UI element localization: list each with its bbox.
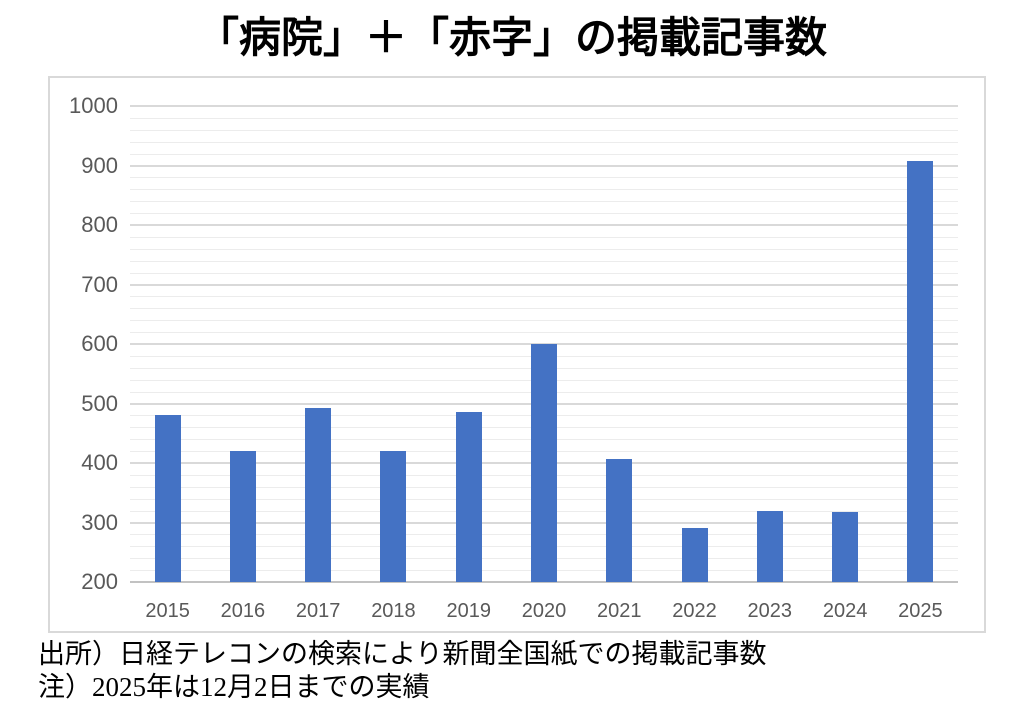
y-tick-label-300: 300 bbox=[81, 509, 118, 535]
x-axis: 2015 2016 2017 2018 2019 2020 2021 2022 2023 2024… bbox=[130, 594, 958, 626]
x-tick-label-2017: 2017 bbox=[295, 600, 341, 622]
footer: 出所）日経テレコンの検索により新聞全国紙での掲載記事数 注）2025年は12月2… bbox=[38, 638, 766, 704]
bar-2016 bbox=[229, 451, 256, 582]
x-tick-label-2015: 2015 bbox=[145, 600, 190, 622]
x-tick-label-2022: 2022 bbox=[672, 600, 717, 622]
y-tick-label-400: 400 bbox=[81, 450, 118, 475]
x-tick-label-2021: 2021 bbox=[597, 600, 642, 622]
gridline-minor bbox=[130, 320, 958, 322]
bar-2018 bbox=[380, 451, 407, 582]
gridline-minor bbox=[130, 153, 958, 155]
x-tick-label-2018: 2018 bbox=[371, 600, 416, 622]
bar-2015 bbox=[154, 415, 181, 582]
gridline-minor bbox=[130, 117, 958, 119]
bar-2021 bbox=[606, 459, 633, 582]
source-note: 出所）日経テレコンの検索により新聞全国紙での掲載記事数 bbox=[38, 639, 767, 669]
gridline-minor bbox=[130, 308, 958, 310]
y-tick-label-700: 700 bbox=[81, 271, 118, 297]
x-tick-label-2019: 2019 bbox=[446, 600, 491, 622]
gridline-minor bbox=[130, 272, 958, 274]
y-tick-label-500: 500 bbox=[81, 390, 118, 416]
x-axis-line bbox=[130, 581, 958, 583]
y-axis: 200 300 400 500 600 700 800 900 1000 bbox=[50, 94, 118, 594]
bar-2022 bbox=[681, 528, 708, 582]
bar-2019 bbox=[455, 411, 482, 582]
bar-2024 bbox=[832, 512, 859, 582]
bar-2025 bbox=[907, 161, 934, 582]
gridline-major bbox=[130, 283, 958, 286]
gridline-minor bbox=[130, 296, 958, 298]
x-tick-label-2023: 2023 bbox=[747, 600, 793, 622]
x-tick-label-2025: 2025 bbox=[898, 600, 943, 622]
gridline-minor bbox=[130, 260, 958, 262]
gridline-minor bbox=[130, 189, 958, 191]
footnote: 注）2025年は12月2日までの実績 bbox=[38, 672, 430, 702]
plot-area bbox=[130, 105, 958, 583]
x-tick-label-2020: 2020 bbox=[521, 600, 567, 622]
gridline-major bbox=[130, 105, 958, 107]
gridline-minor bbox=[130, 213, 958, 215]
bar-2020 bbox=[531, 344, 557, 582]
gridline-minor bbox=[130, 177, 958, 179]
bar-2023 bbox=[756, 510, 783, 582]
gridline-major bbox=[130, 224, 958, 226]
y-tick-label-1000: 1000 bbox=[69, 93, 118, 118]
gridline-minor bbox=[130, 332, 958, 334]
y-tick-label-900: 900 bbox=[81, 152, 118, 178]
y-tick-label-600: 600 bbox=[81, 331, 118, 356]
chart-frame: 200 300 400 500 600 700 800 900 1000 2015 2016 201… bbox=[48, 76, 986, 633]
gridline-major bbox=[130, 164, 958, 167]
chart-title: 「病院」＋「赤字」の掲載記事数 bbox=[196, 16, 827, 62]
x-tick-label-2024: 2024 bbox=[822, 600, 868, 622]
gridline-minor bbox=[130, 236, 958, 238]
bar-2017 bbox=[305, 407, 332, 582]
gridline-minor bbox=[130, 248, 958, 250]
gridline-minor bbox=[130, 141, 958, 143]
gridline-minor bbox=[130, 129, 958, 131]
gridline-minor bbox=[130, 201, 958, 203]
y-tick-label-800: 800 bbox=[81, 212, 118, 237]
x-tick-label-2016: 2016 bbox=[220, 600, 266, 622]
y-tick-label-200: 200 bbox=[81, 569, 118, 594]
